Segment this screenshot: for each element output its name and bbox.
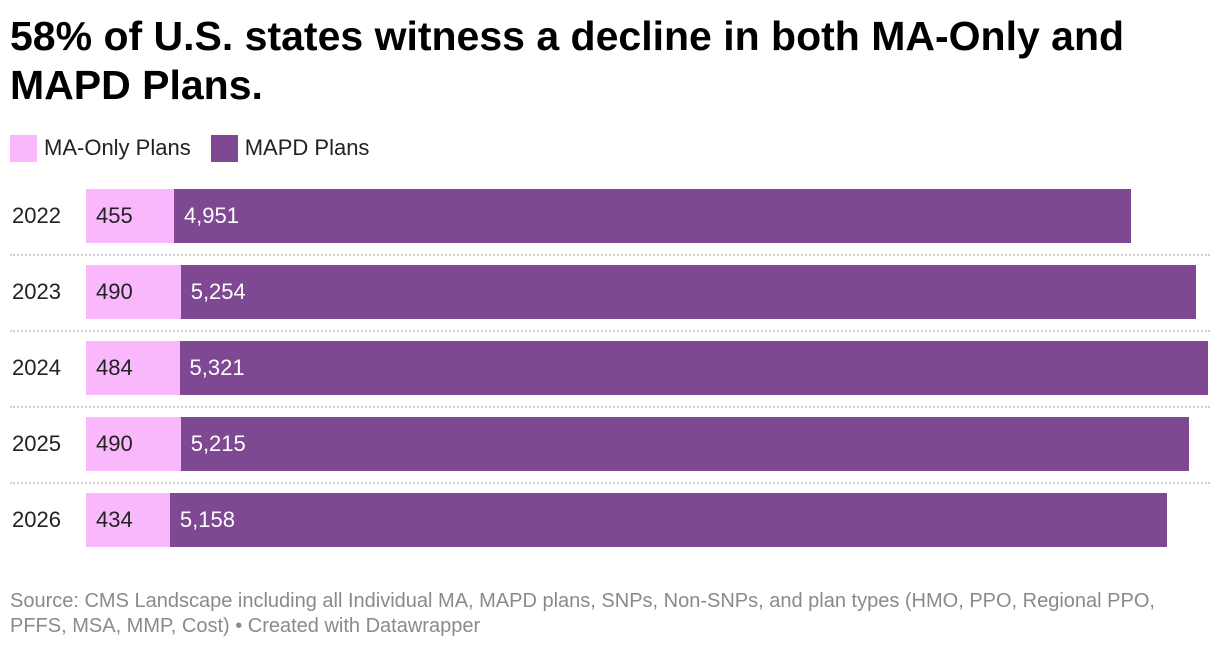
bar-mapd-2024 bbox=[179, 341, 1208, 395]
legend-item-ma-only: MA-Only Plans bbox=[10, 134, 191, 162]
bar-mapd-2025 bbox=[180, 417, 1189, 471]
data-label-mapd-2023: 5,254 bbox=[190, 279, 246, 304]
bar-mapd-2023 bbox=[180, 265, 1197, 319]
bar-ma-only-2022 bbox=[86, 189, 174, 243]
legend-label-mapd: MAPD Plans bbox=[244, 135, 370, 160]
bar-row-2022: 2022 455 4,951 bbox=[0, 172, 1220, 256]
bar-row-2026: 2026 434 5,158 bbox=[0, 476, 1220, 552]
bar-row-2024: 2024 484 5,321 bbox=[0, 324, 1220, 408]
row-divider bbox=[10, 406, 1210, 408]
data-label-ma-only-2026: 434 bbox=[96, 507, 133, 532]
bar-mapd-2022 bbox=[173, 189, 1131, 243]
data-label-mapd-2026: 5,158 bbox=[179, 507, 235, 532]
legend-label-ma-only: MA-Only Plans bbox=[44, 135, 191, 160]
row-divider bbox=[10, 254, 1210, 256]
category-label-2026: 2026 bbox=[12, 507, 61, 532]
data-label-ma-only-2024: 484 bbox=[96, 355, 133, 380]
legend: MA-Only Plans MAPD Plans bbox=[10, 133, 389, 163]
bar-ma-only-2025 bbox=[86, 417, 181, 471]
category-label-2022: 2022 bbox=[12, 203, 61, 228]
bar-row-2025: 2025 490 5,215 bbox=[0, 400, 1220, 484]
data-label-ma-only-2022: 455 bbox=[96, 203, 133, 228]
legend-swatch-ma-only bbox=[10, 134, 37, 162]
category-label-2023: 2023 bbox=[12, 279, 61, 304]
data-label-ma-only-2023: 490 bbox=[96, 279, 133, 304]
data-label-mapd-2025: 5,215 bbox=[190, 431, 246, 456]
bar-row-2023: 2023 490 5,254 bbox=[0, 248, 1220, 332]
data-label-ma-only-2025: 490 bbox=[96, 431, 133, 456]
data-label-mapd-2024: 5,321 bbox=[189, 355, 245, 380]
stacked-bar-chart: 2022 455 4,951 2023 490 5,254 2024 484 5,321 2025… bbox=[0, 172, 1220, 562]
bar-ma-only-2023 bbox=[86, 265, 181, 319]
category-label-2024: 2024 bbox=[12, 355, 61, 380]
row-divider bbox=[10, 330, 1210, 332]
bar-ma-only-2024 bbox=[86, 341, 180, 395]
chart-title: 58% of U.S. states witness a decline in … bbox=[10, 13, 1125, 108]
source-note: Source: CMS Landscape including all Indi… bbox=[10, 590, 1155, 637]
data-label-mapd-2022: 4,951 bbox=[183, 203, 239, 228]
row-divider bbox=[10, 482, 1210, 484]
bar-mapd-2026 bbox=[169, 493, 1167, 547]
legend-item-mapd: MAPD Plans bbox=[210, 134, 370, 162]
category-label-2025: 2025 bbox=[12, 431, 61, 456]
bar-ma-only-2026 bbox=[86, 493, 170, 547]
legend-swatch-mapd bbox=[210, 134, 238, 162]
